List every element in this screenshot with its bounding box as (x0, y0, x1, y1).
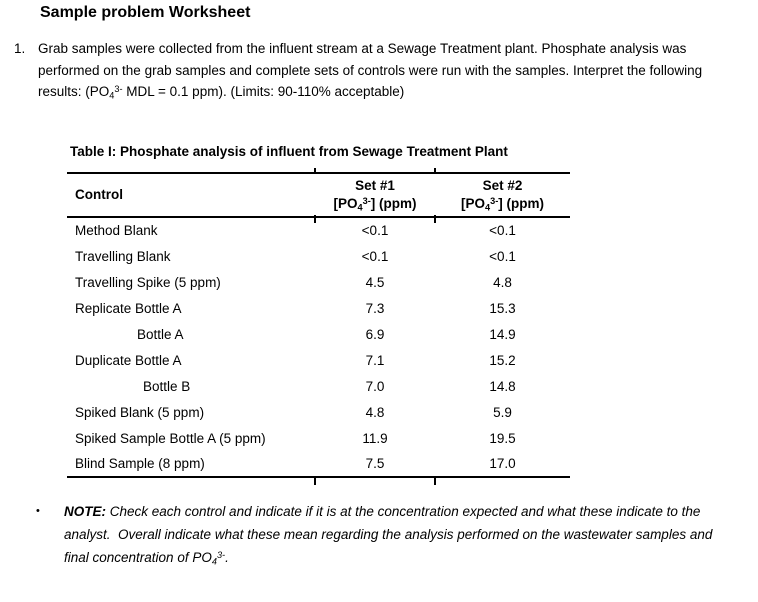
note-label: NOTE: (64, 504, 106, 519)
unit-suffix: ] (ppm) (370, 196, 417, 211)
control-cell: Blind Sample (8 ppm) (75, 456, 205, 471)
header-set2-title: Set #2 (482, 178, 523, 194)
note-section: • NOTE: Check each control and indicate … (36, 500, 726, 569)
table-row: Duplicate Bottle A 7.1 15.2 (67, 347, 570, 373)
table-row: Blind Sample (8 ppm) 7.5 17.0 (67, 451, 570, 477)
set1-value: <0.1 (361, 248, 389, 264)
set1-value: 7.3 (365, 300, 385, 316)
set2-value: <0.1 (489, 248, 516, 264)
control-cell: Spiked Blank (5 ppm) (75, 404, 205, 420)
phosphate-subscript: 4 (109, 90, 115, 101)
control-cell: Method Blank (75, 223, 158, 238)
control-cell: Bottle B (143, 378, 191, 394)
set2-value: 15.2 (489, 352, 516, 368)
header-set1-unit: [PO43-] (ppm) (315, 195, 435, 213)
table-header: Control Set #1 [PO43-] (ppm) Set #2 [PO4… (67, 173, 570, 217)
set1-value: 4.5 (365, 274, 385, 290)
set2-value: <0.1 (489, 223, 516, 238)
table-row: Spiked Sample Bottle A (5 ppm) 11.9 19.5 (67, 425, 570, 451)
control-cell: Travelling Blank (75, 248, 171, 264)
unit-subscript: 4 (485, 202, 491, 213)
note-text-tail: . (225, 550, 229, 565)
table-body: Method Blank <0.1 <0.1 Travelling Blank … (67, 217, 570, 477)
table-row: Travelling Blank <0.1 <0.1 (67, 243, 570, 269)
unit-prefix: [PO (460, 196, 485, 211)
note-text: NOTE: Check each control and indicate if… (64, 500, 719, 569)
control-cell: Travelling Spike (5 ppm) (75, 274, 221, 290)
header-set2-unit: [PO43-] (ppm) (435, 195, 570, 213)
column-divider-tick (434, 215, 436, 223)
set2-value: 19.5 (489, 430, 516, 446)
set2-value: 14.9 (489, 326, 516, 342)
bullet-icon: • (36, 505, 40, 517)
set1-value: <0.1 (361, 223, 389, 238)
page-title: Sample problem Worksheet (40, 4, 251, 21)
header-set1-title: Set #1 (355, 178, 395, 194)
unit-subscript: 4 (357, 202, 363, 213)
table-row: Replicate Bottle A 7.3 15.3 (67, 295, 570, 321)
header-set2: Set #2 [PO43-] (ppm) (435, 173, 570, 217)
table-row: Bottle A 6.9 14.9 (67, 321, 570, 347)
set1-value: 7.0 (365, 378, 385, 394)
set1-value: 11.9 (362, 430, 388, 446)
control-cell: Duplicate Bottle A (75, 352, 182, 368)
column-divider-tick (314, 476, 316, 485)
table-title: Table I: Phosphate analysis of influent … (70, 144, 508, 159)
question-text-tail: MDL = 0.1 ppm). (Limits: 90-110% accepta… (122, 84, 405, 99)
question-1: 1. Grab samples were collected from the … (14, 38, 746, 103)
column-divider-tick (434, 476, 436, 485)
table-row: Spiked Blank (5 ppm) 4.8 5.9 (67, 399, 570, 425)
phosphate-table-wrapper: Control Set #1 [PO43-] (ppm) Set #2 [PO4… (67, 168, 570, 485)
unit-superscript: 3- (490, 195, 499, 206)
set2-value: 15.3 (489, 300, 516, 316)
set2-value: 14.8 (489, 378, 516, 394)
question-text: Grab samples were collected from the inf… (38, 38, 746, 103)
control-cell: Spiked Sample Bottle A (5 ppm) (75, 430, 266, 446)
set1-value: 7.5 (365, 456, 385, 471)
unit-superscript: 3- (362, 195, 371, 206)
table-row: Travelling Spike (5 ppm) 4.5 4.8 (67, 269, 570, 295)
question-text-main: Grab samples were collected from the inf… (38, 41, 703, 99)
set1-value: 7.1 (365, 352, 385, 368)
column-divider-tick (314, 215, 316, 223)
set1-value: 4.8 (365, 404, 385, 420)
set1-value: 6.9 (365, 326, 385, 342)
column-divider-tick (434, 168, 436, 174)
control-cell: Bottle A (137, 326, 184, 342)
header-set1: Set #1 [PO43-] (ppm) (315, 173, 435, 217)
question-number: 1. (14, 41, 26, 56)
control-cell: Replicate Bottle A (75, 300, 182, 316)
set2-value: 4.8 (493, 274, 512, 290)
note-text-main: Check each control and indicate if it is… (64, 504, 717, 565)
header-row: Control Set #1 [PO43-] (ppm) Set #2 [PO4… (67, 173, 570, 217)
set2-value: 5.9 (493, 404, 512, 420)
set2-value: 17.0 (489, 456, 516, 471)
column-divider-tick (314, 168, 316, 174)
table-row: Bottle B 7.0 14.8 (67, 373, 570, 399)
header-control: Control (75, 187, 123, 203)
phosphate-subscript: 4 (211, 556, 217, 567)
table-row: Method Blank <0.1 <0.1 (67, 217, 570, 243)
unit-prefix: [PO (333, 196, 358, 211)
phosphate-superscript: 3- (114, 83, 123, 94)
phosphate-superscript: 3- (216, 549, 226, 560)
unit-suffix: ] (ppm) (498, 196, 544, 211)
phosphate-table: Control Set #1 [PO43-] (ppm) Set #2 [PO4… (67, 172, 570, 478)
